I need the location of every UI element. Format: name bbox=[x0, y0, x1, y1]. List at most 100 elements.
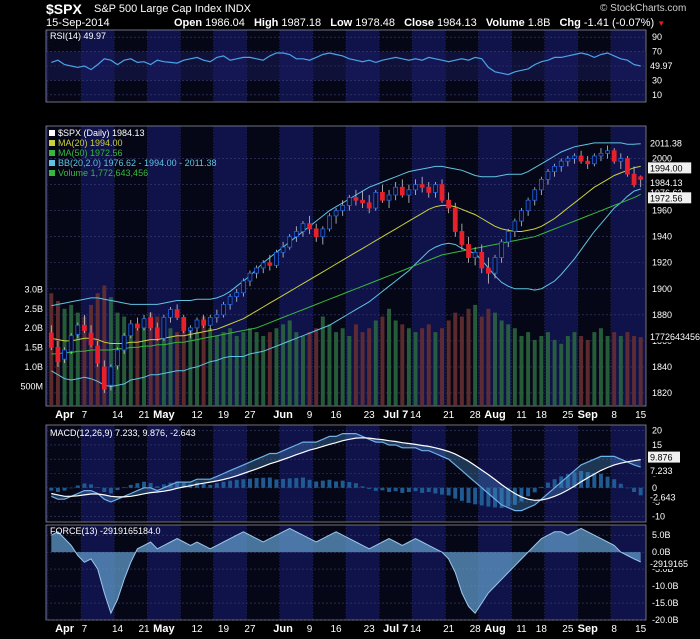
candle bbox=[141, 318, 147, 329]
macd-tick-label: 20 bbox=[652, 426, 662, 436]
candle bbox=[419, 184, 425, 188]
macd-histogram-bar bbox=[267, 477, 272, 488]
candle bbox=[605, 150, 610, 154]
x-axis-label: Sep bbox=[578, 623, 598, 635]
candle bbox=[512, 220, 518, 232]
candle bbox=[320, 228, 326, 238]
price-value-tag: 1972.56 bbox=[650, 193, 683, 203]
macd-histogram-bar bbox=[499, 487, 504, 509]
x-axis-label: 21 bbox=[138, 624, 150, 635]
x-axis-label: Jul 7 bbox=[383, 409, 408, 421]
force-area bbox=[51, 528, 641, 614]
volume-bar bbox=[201, 316, 206, 406]
rsi-tick-label: 10 bbox=[652, 90, 662, 100]
macd-histogram-bar bbox=[241, 479, 246, 488]
macd-histogram-bar bbox=[585, 472, 590, 488]
price-tick-label: 1920 bbox=[652, 258, 672, 268]
macd-value-tag: 9.876 bbox=[650, 453, 673, 463]
ma50-line bbox=[51, 193, 641, 355]
chg-label: Chg bbox=[559, 17, 581, 29]
close-value: 1984.13 bbox=[437, 17, 477, 29]
volume-bar bbox=[479, 316, 484, 406]
x-axis-label: 18 bbox=[536, 410, 548, 421]
x-axis-label: 7 bbox=[82, 410, 88, 421]
force-tick-label: -5.0B bbox=[652, 564, 674, 574]
symbol: $SPX bbox=[46, 1, 82, 17]
rsi-tick-label: 70 bbox=[652, 47, 662, 57]
force-line bbox=[51, 527, 641, 615]
macd-histogram-bar bbox=[214, 483, 219, 488]
x-axis-label: 21 bbox=[443, 410, 455, 421]
volume-bar bbox=[446, 320, 451, 406]
price-value-tag-tag bbox=[648, 192, 692, 204]
x-axis-label: 18 bbox=[536, 624, 548, 635]
price-value-tag-tag bbox=[648, 137, 692, 149]
legend-swatch bbox=[49, 170, 55, 176]
macd-histogram-bar bbox=[320, 480, 325, 488]
volume-bar bbox=[473, 304, 478, 406]
macd-histogram-bar bbox=[387, 487, 392, 493]
price-legend-entry: MA(20) 1994.00 bbox=[58, 138, 123, 148]
candle bbox=[446, 199, 452, 209]
x-axis-label: 7 bbox=[82, 624, 88, 635]
macd-histogram-bar bbox=[135, 483, 140, 488]
volume-tick-label: 1.5B bbox=[24, 343, 43, 353]
x-axis-label: 8 bbox=[611, 410, 617, 421]
volume-bar bbox=[161, 324, 166, 406]
macd-histogram-bar bbox=[532, 487, 537, 493]
volume-bar bbox=[135, 328, 140, 406]
macd-histogram-bar bbox=[142, 481, 147, 488]
candle bbox=[459, 231, 465, 245]
volume-bar bbox=[334, 332, 339, 406]
volume-bar bbox=[274, 328, 279, 406]
volume-bar bbox=[102, 285, 107, 406]
price-value-tag-tag bbox=[648, 177, 692, 189]
candle bbox=[88, 332, 94, 346]
candle bbox=[194, 319, 200, 329]
volume-bar bbox=[148, 312, 153, 406]
exchange: INDX bbox=[224, 3, 251, 15]
macd-tick-label: -10 bbox=[652, 511, 665, 521]
macd-histogram-bar bbox=[340, 480, 345, 488]
macd-histogram-bar bbox=[380, 487, 385, 491]
macd-histogram-bar bbox=[440, 487, 445, 495]
force-tick-label: -20.0B bbox=[652, 615, 679, 625]
macd-histogram-bar bbox=[307, 479, 312, 488]
macd-histogram-bar bbox=[287, 478, 292, 488]
volume-bar bbox=[287, 320, 292, 406]
open-label: Open bbox=[174, 17, 203, 29]
macd-histogram-bar bbox=[579, 470, 584, 488]
candle bbox=[492, 257, 498, 274]
candle bbox=[485, 267, 491, 274]
x-axis-label: May bbox=[153, 623, 175, 635]
x-axis-label: 27 bbox=[244, 624, 256, 635]
candle bbox=[214, 314, 220, 318]
x-axis-label: Apr bbox=[55, 623, 75, 635]
macd-histogram-bar bbox=[247, 478, 252, 488]
volume-bar bbox=[175, 332, 180, 406]
force-tick-label: 5.0B bbox=[652, 530, 671, 540]
candle bbox=[525, 199, 531, 212]
macd-histogram-bar bbox=[519, 487, 524, 502]
candle bbox=[611, 150, 617, 162]
credit: © StockCharts.com bbox=[600, 3, 687, 14]
candle bbox=[439, 184, 445, 201]
macd-histogram-bar bbox=[618, 483, 623, 488]
volume-bar bbox=[168, 328, 173, 406]
candle bbox=[585, 160, 591, 165]
volume-bar bbox=[360, 332, 365, 406]
x-axis-label: Jun bbox=[273, 409, 293, 421]
week-shade bbox=[180, 30, 214, 102]
candle bbox=[327, 215, 332, 230]
macd-value-tag-tag bbox=[648, 491, 686, 503]
rsi-legend: RSI(14) 49.97 bbox=[50, 31, 106, 41]
legend-swatch bbox=[49, 130, 55, 136]
x-axis-label: 28 bbox=[470, 624, 482, 635]
candle bbox=[121, 335, 127, 351]
volume-bar bbox=[618, 336, 623, 406]
high-value: 1987.18 bbox=[281, 17, 322, 29]
rsi-value-tag-tag bbox=[648, 60, 680, 71]
close-label: Close bbox=[404, 17, 435, 29]
candle bbox=[227, 296, 233, 305]
